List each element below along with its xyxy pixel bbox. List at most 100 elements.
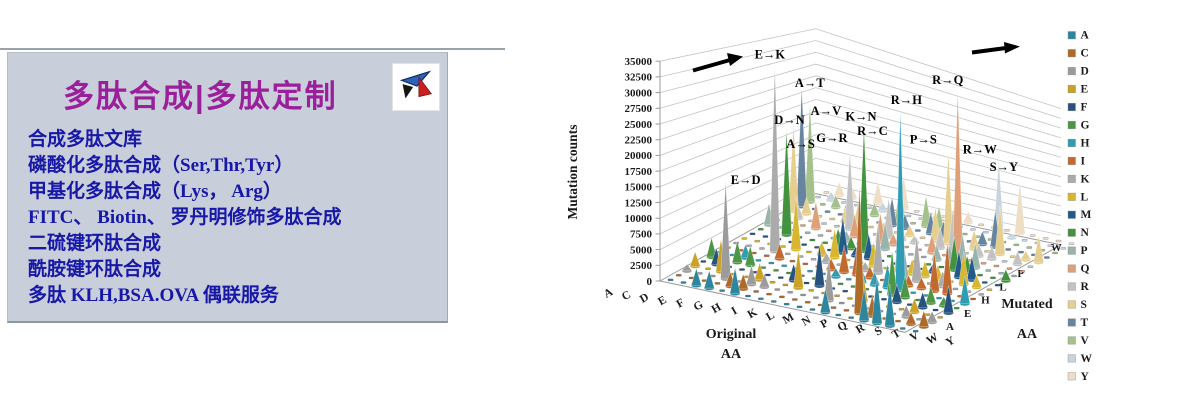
depth-category-label: W [1051, 242, 1062, 254]
legend-swatch [1067, 156, 1076, 165]
x-category-label: I [730, 305, 740, 318]
mutation-annotation: G→R [816, 131, 848, 145]
legend-swatch [1067, 372, 1076, 381]
legend-swatch [1067, 210, 1076, 219]
legend-label: T [1081, 317, 1089, 329]
legend-label: E [1081, 84, 1089, 96]
legend-label: L [1081, 191, 1089, 203]
legend-entry: G [1067, 119, 1090, 131]
legend-swatch [1067, 174, 1076, 183]
legend-label: I [1081, 155, 1086, 167]
depth-category-label: H [981, 295, 990, 307]
legend-entry: M [1067, 209, 1092, 221]
legend-entry: L [1067, 191, 1089, 203]
y-tick-label: 30000 [625, 87, 653, 99]
legend-entry: S [1067, 299, 1087, 311]
mutation-annotation: R→H [891, 93, 923, 107]
mutation-annotation: S→Y [990, 160, 1018, 174]
legend-swatch [1067, 121, 1076, 129]
y-tick-label: 0 [647, 276, 653, 288]
depth-category-label: P [1017, 268, 1024, 280]
legend-swatch [1067, 228, 1076, 237]
x-category-label: H [710, 301, 724, 316]
logo-blue-triangle [399, 70, 432, 87]
y-tick-label: 22500 [625, 135, 653, 147]
legend-swatch [1067, 31, 1076, 40]
legend-label: M [1081, 209, 1092, 221]
legend-label: S [1081, 299, 1087, 311]
y-tick-label: 17500 [625, 166, 653, 178]
legend-swatch [1067, 246, 1076, 255]
legend-entry: E [1067, 84, 1089, 96]
service-item-amide-cyclic[interactable]: 酰胺键环肽合成 [28, 259, 162, 280]
y-tick-label: 7500 [630, 229, 653, 241]
legend-label: K [1081, 173, 1090, 185]
x-category-label: L [764, 309, 777, 323]
z-axis-title: AA [1017, 327, 1038, 342]
mutation-annotation: D→N [774, 113, 805, 127]
cones [667, 65, 1075, 333]
mutation-3d-chart: 0 2500 5000 7500 10000 12500 15000 17500 20000 22… [565, 28, 1093, 383]
divider-line [0, 48, 505, 50]
mutation-annotation: E→K [755, 48, 786, 62]
mutation-annotation: A→V [811, 104, 842, 118]
mutation-annotation: P→S [910, 132, 937, 146]
logo-red-triangle [418, 76, 432, 98]
y-tick-label: 12500 [625, 197, 653, 209]
legend-entry: K [1067, 173, 1090, 185]
x-category-label: W [925, 331, 941, 347]
x-category-label: Y [944, 334, 958, 349]
y-tick-label: 25000 [625, 119, 653, 131]
legend-label: A [1081, 30, 1090, 42]
legend-swatch [1067, 103, 1076, 112]
mutation-annotation: R→Q [932, 73, 964, 87]
legend-swatch [1067, 318, 1076, 327]
annotations: E→K A→T A→V R→Q R→H D→N K→NR→C R→W G→R P→S A→S E→D S… [731, 48, 1018, 187]
service-item-fitc-biotin[interactable]: FITC、 Biotin、 罗丹明修饰多肽合成 [28, 207, 342, 228]
service-item-peptide-library[interactable]: 合成多肽文库 [28, 129, 143, 150]
mutation-annotation: E→D [731, 173, 761, 187]
x-axis-title: Original [706, 327, 757, 342]
legend-entry: A [1067, 30, 1090, 42]
logo-mark-icon [399, 70, 432, 99]
mutation-annotation: K→N [845, 109, 876, 123]
x-category-label: N [800, 314, 814, 329]
x-axis-title: AA [721, 347, 742, 362]
legend-entry: H [1067, 137, 1090, 149]
x-category-label: E [656, 294, 669, 308]
legend-swatch [1067, 336, 1076, 345]
service-item-disulfide-cyclic[interactable]: 二硫键环肽合成 [28, 233, 162, 254]
service-item-phosphorylation[interactable]: 磷酸化多肽合成（Ser,Thr,Tyr） [28, 155, 294, 176]
mutation-annotation: A→T [795, 76, 826, 90]
legend-entry: Q [1067, 263, 1090, 275]
floor-edges [659, 244, 1062, 333]
service-list: 合成多肽文库 磷酸化多肽合成（Ser,Thr,Tyr） 甲基化多肽合成（Lys，… [28, 127, 438, 309]
legend-entry: F [1067, 102, 1088, 114]
x-category-label: C [620, 289, 633, 304]
y-tick-label: 35000 [625, 56, 653, 68]
y-tick-label: 32500 [625, 72, 653, 84]
y-tick-label: 15000 [625, 182, 653, 194]
legend-entry: C [1067, 48, 1089, 60]
x-category-label: G [692, 299, 706, 314]
y-tick-label: 2500 [630, 260, 653, 272]
promo-panel: 多肽合成|多肽定制 合成多肽文库 磷酸化多肽合成（Ser,Thr,Tyr） 甲基… [7, 52, 448, 323]
service-item-methylation[interactable]: 甲基化多肽合成（Lys， Arg） [28, 181, 282, 202]
legend-swatch [1067, 264, 1076, 273]
company-logo [392, 63, 440, 111]
mutation-annotation: R→W [963, 142, 998, 156]
legend-entry: Y [1067, 371, 1090, 383]
legend-label: C [1081, 48, 1089, 60]
logo-black-triangle [402, 84, 414, 99]
mutation-annotation: R→C [857, 124, 888, 138]
legend-entry: T [1067, 317, 1089, 329]
x-category-label: S [873, 325, 885, 339]
legend-label: R [1081, 281, 1090, 293]
x-category-label: D [638, 291, 651, 306]
legend-swatch [1067, 85, 1076, 94]
service-item-klh-bsa-ova[interactable]: 多肽 KLH,BSA.OVA 偶联服务 [28, 285, 279, 306]
x-category-label: F [674, 297, 686, 311]
legend-label: H [1081, 137, 1090, 149]
legend-label: G [1081, 119, 1090, 131]
